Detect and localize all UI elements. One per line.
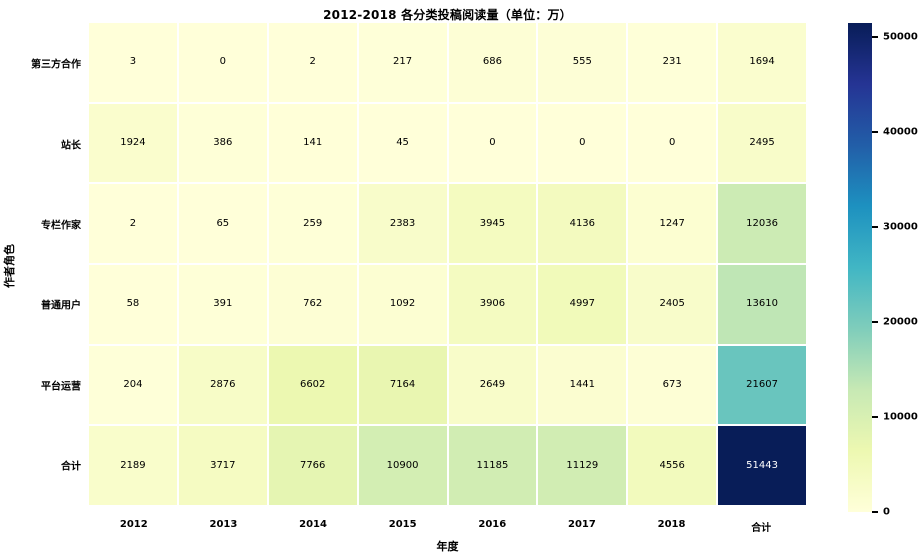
heatmap-cell: 1924 [89, 103, 177, 183]
heatmap-cell: 217 [358, 23, 447, 102]
heatmap-cell: 259 [268, 184, 357, 263]
heatmap-cell: 10900 [358, 426, 447, 505]
y-axis-title: 作者角色 [3, 244, 16, 288]
heatmap-cell: 141 [268, 103, 357, 183]
heatmap-cell: 6602 [268, 345, 357, 425]
colorbar-tick-mark [872, 225, 878, 228]
heatmap-cell: 65 [178, 184, 267, 263]
heatmap-cell: 4136 [538, 184, 627, 263]
heatmap-cell: 1092 [358, 264, 447, 344]
colorbar: 0 10000 20000 30000 40000 50000 [848, 23, 918, 518]
heatmap-cell: 4556 [628, 426, 717, 505]
heatmap-cell: 11129 [538, 426, 627, 505]
x-tick-label: 2013 [209, 519, 238, 530]
y-tick-label: 普通用户 [41, 300, 81, 312]
colorbar-tick-label: 30000 [883, 221, 918, 233]
heatmap-cell: 11185 [448, 426, 537, 505]
x-tick-label: 2012 [119, 519, 148, 530]
x-tick-labels: 2012 2013 2014 2015 2016 2017 2018 合计 [89, 519, 806, 534]
colorbar-tick-label: 40000 [883, 126, 918, 138]
heatmap-cell: 3906 [448, 264, 537, 344]
colorbar-tick-mark [872, 415, 878, 418]
heatmap-cell: 3 [89, 23, 177, 102]
heatmap-cell: 2649 [448, 345, 537, 425]
heatmap-cell: 1441 [538, 345, 627, 425]
y-tick-label: 平台运营 [41, 381, 81, 392]
heatmap-cell: 4997 [538, 264, 627, 344]
colorbar-tick-mark [872, 35, 878, 38]
heatmap-cell: 7164 [358, 345, 447, 425]
colorbar-tick-label: 20000 [883, 316, 918, 328]
heatmap-cell: 7766 [268, 426, 357, 505]
heatmap-cell: 51443 [718, 426, 806, 505]
heatmap-cell: 2405 [628, 264, 717, 344]
heatmap-cell: 12036 [718, 184, 806, 263]
y-tick-label: 站长 [61, 140, 81, 151]
heatmap-cell: 2495 [718, 103, 806, 183]
x-axis-title: 年度 [436, 540, 459, 553]
colorbar-tick-label: 50000 [883, 31, 918, 43]
x-tick-label: 2014 [299, 519, 327, 530]
colorbar-tick-mark [872, 511, 878, 513]
colorbar-tick-mark [872, 130, 878, 133]
heatmap-cell: 686 [448, 23, 537, 102]
heatmap-cell: 391 [178, 264, 267, 344]
x-tick-label: 2017 [568, 519, 596, 530]
colorbar-tick-label: 10000 [883, 411, 918, 423]
x-tick-label: 合计 [751, 523, 772, 534]
heatmap-cell: 204 [89, 345, 177, 425]
heatmap-grid: 3 0 2 217 686 555 231 1694 1924 386 141 45 0 0 0 2495 2 6… [89, 23, 806, 505]
colorbar-tick-mark [872, 320, 878, 323]
heatmap-cell: 1247 [628, 184, 717, 263]
heatmap-cell: 0 [628, 103, 717, 183]
y-tick-labels: 第三方合作站长专栏作家普通用户平台运营合计 [0, 23, 85, 505]
heatmap-cell: 13610 [718, 264, 806, 344]
heatmap-cell: 0 [178, 23, 267, 102]
chart-title: 2012-2018 各分类投稿阅读量（单位：万） [323, 8, 572, 22]
colorbar-tick-label: 0 [883, 506, 890, 518]
heatmap-cell: 58 [89, 264, 177, 344]
heatmap-cell: 45 [358, 103, 447, 183]
heatmap-cell: 386 [178, 103, 267, 183]
heatmap-cell: 555 [538, 23, 627, 102]
heatmap-cell: 21607 [718, 345, 806, 425]
heatmap-cell: 1694 [718, 23, 806, 102]
heatmap-cell: 3717 [178, 426, 267, 505]
heatmap-cell: 3945 [448, 184, 537, 263]
x-tick-label: 2018 [657, 519, 686, 530]
y-tick-label: 合计 [61, 461, 81, 473]
heatmap-cell: 2189 [89, 426, 177, 505]
heatmap-cell: 2876 [178, 345, 267, 425]
heatmap-cell: 2383 [358, 184, 447, 263]
x-tick-label: 2016 [478, 519, 507, 530]
heatmap-cell: 762 [268, 264, 357, 344]
heatmap-cell: 2 [268, 23, 357, 102]
heatmap-cell: 231 [628, 23, 717, 102]
heatmap-cell: 2 [89, 184, 177, 263]
y-tick-label: 专栏作家 [41, 220, 81, 232]
heatmap-cell: 673 [628, 345, 717, 425]
heatmap-cell: 0 [448, 103, 537, 183]
heatmap-cell: 0 [538, 103, 627, 183]
y-tick-label: 第三方合作 [31, 59, 81, 71]
x-tick-label: 2015 [388, 519, 417, 530]
